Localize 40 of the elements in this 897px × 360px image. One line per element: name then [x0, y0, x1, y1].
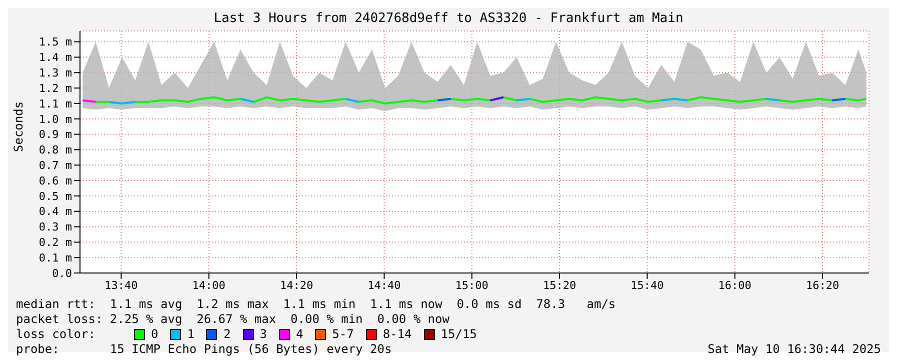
x-tick-label: 15:20	[542, 278, 576, 292]
legend-label: 8-14	[382, 327, 412, 342]
y-tick-label: 1.4 m	[38, 51, 72, 64]
y-tick-label: 1.5 m	[38, 36, 72, 49]
y-tick-label: 0.0	[52, 266, 72, 280]
x-tick-label: 14:20	[280, 278, 314, 292]
y-axis-title: Seconds	[11, 101, 26, 152]
y-tick-label: 0.1 m	[38, 251, 72, 264]
y-tick-label: 1.1 m	[38, 97, 72, 110]
text: median rtt: 1.1 ms avg 1.2 ms max 1.1 ms min 1.1 ms now 0.0 ms sd 78.3 am/s	[16, 297, 617, 312]
x-tick-label: 16:20	[806, 278, 840, 292]
x-tick-label: 15:00	[455, 278, 488, 292]
y-tick-label: 0.4 m	[38, 205, 72, 218]
x-tick-label: 15:40	[630, 278, 664, 292]
y-tick-label: 1.0 m	[38, 112, 72, 126]
x-tick-label: 13:40	[104, 278, 138, 292]
chart-title: Last 3 Hours from 2402768d9eff to AS3320 - Frankfurt am Main	[212, 10, 684, 28]
legend-label: 3	[258, 327, 267, 342]
y-tick-label: 1.3 m	[38, 66, 72, 80]
x-tick-label: 14:00	[192, 278, 226, 292]
legend-label: 1	[186, 327, 194, 342]
y-tick-label: 0.3 m	[38, 220, 72, 234]
y-tick-label: 0.5 m	[38, 190, 72, 203]
y-tick-label: 0.8 m	[38, 144, 72, 157]
y-tick-label: 0.6 m	[38, 174, 72, 188]
legend-label: 15/15	[440, 327, 477, 342]
y-tick-label: 0.9 m	[38, 128, 72, 142]
y-tick-label: 1.2 m	[38, 82, 72, 95]
text: packet loss: 2.25 % avg 26.67 % max 0.00 % min 0.00 % now	[16, 312, 450, 327]
text: Sat May 10 16:30:44 2025	[708, 342, 881, 357]
y-tick-label: 0.2 m	[38, 236, 72, 250]
legend-label: 4	[294, 327, 304, 342]
x-tick-label: 16:00	[718, 278, 752, 292]
legend-label: 2	[222, 327, 231, 342]
text: probe: 15 ICMP Echo Pings (56 Bytes) every 20s	[16, 342, 392, 357]
x-tick-label: 14:40	[368, 278, 401, 292]
y-tick-label: 0.7 m	[38, 159, 72, 172]
legend-title: loss color:	[16, 327, 96, 342]
legend-label: 0	[150, 327, 158, 342]
legend-label: 5-7	[331, 327, 354, 342]
